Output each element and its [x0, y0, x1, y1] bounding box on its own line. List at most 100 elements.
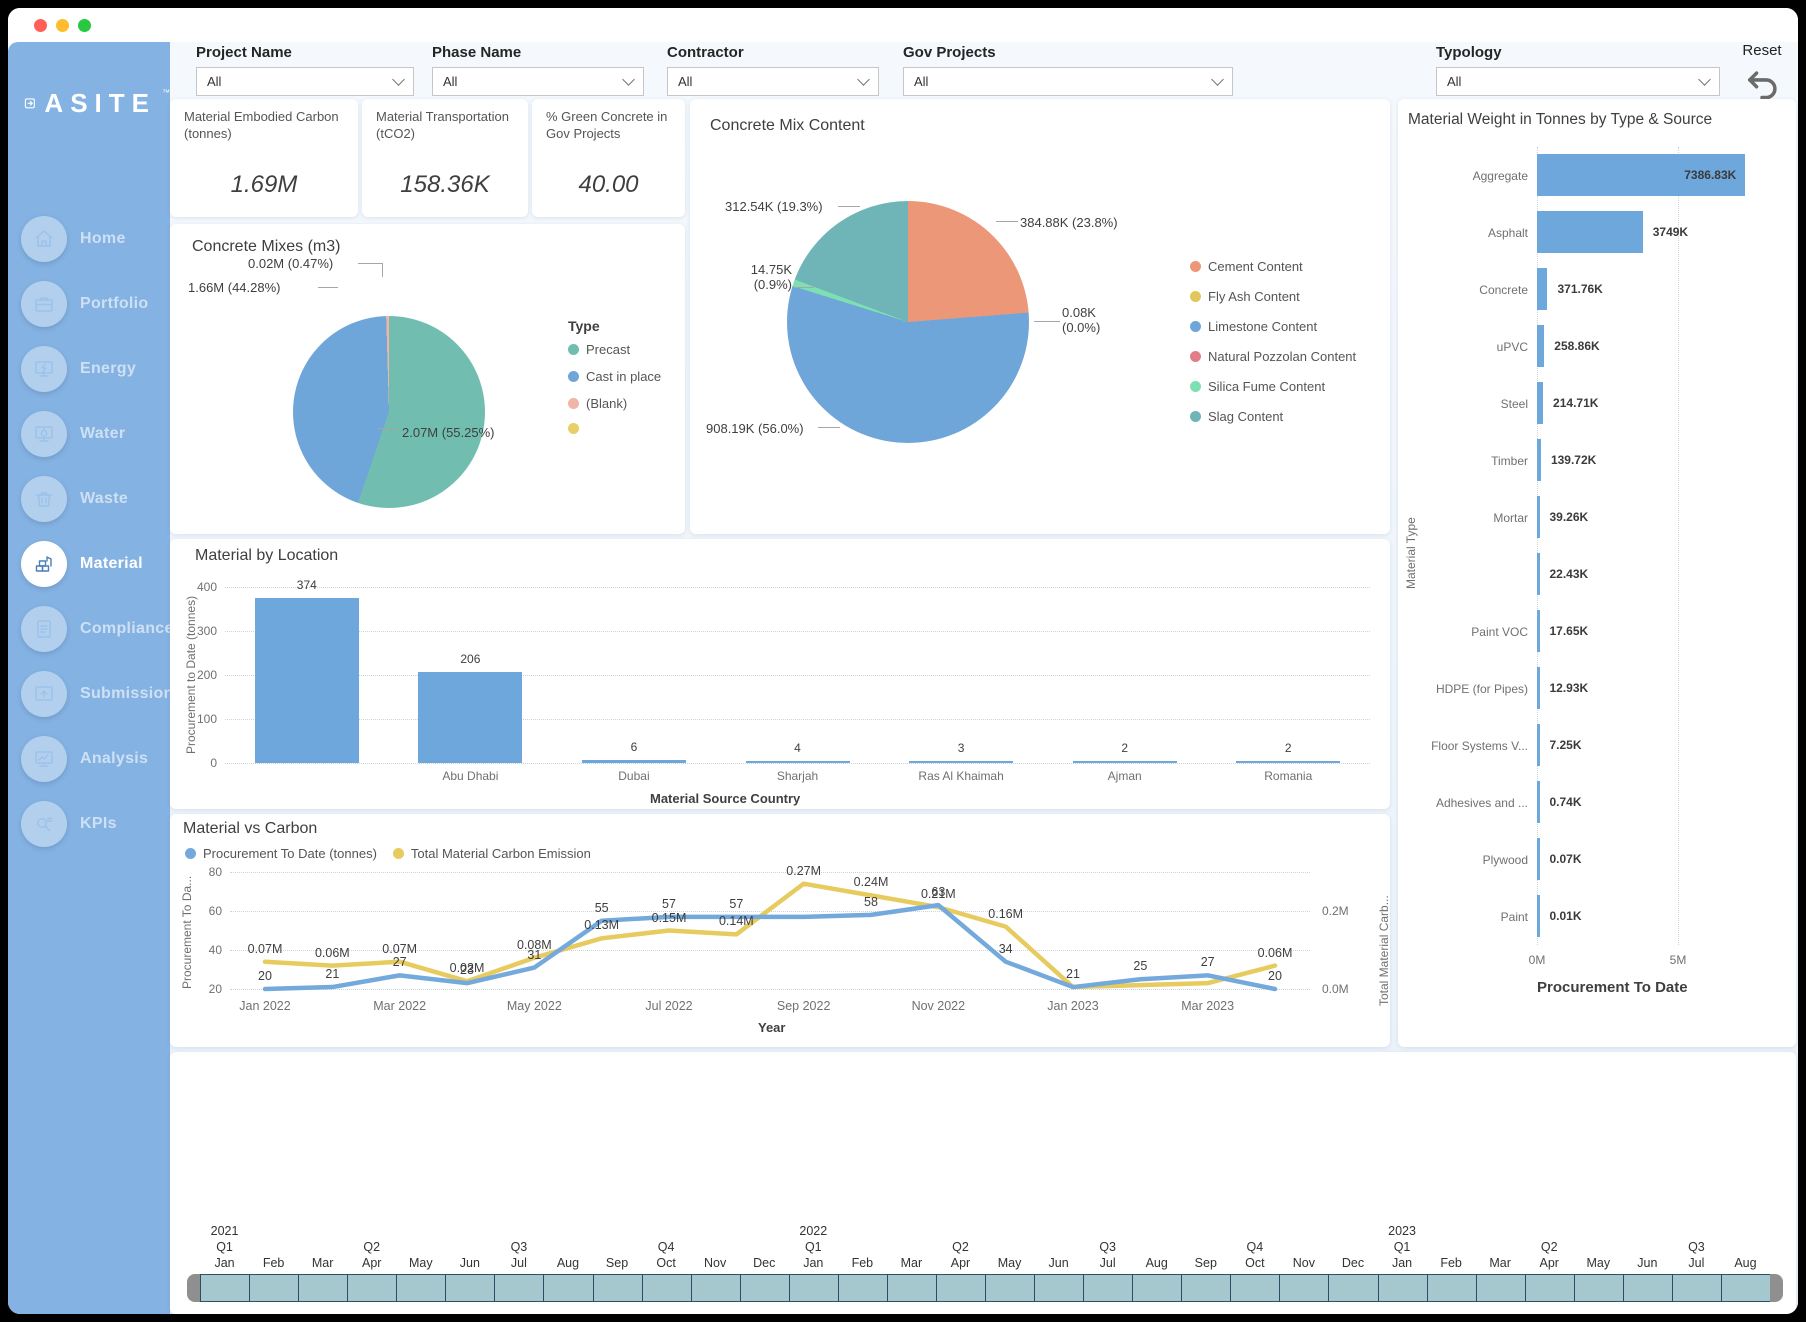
timeline-month-cell[interactable] — [1720, 1274, 1771, 1302]
timeline-month-cell[interactable] — [1475, 1274, 1526, 1302]
bar[interactable] — [909, 760, 1014, 763]
timeline-month-cell[interactable] — [396, 1274, 447, 1302]
bar[interactable] — [1537, 325, 1545, 367]
bar[interactable] — [1537, 667, 1540, 709]
sidebar-item-water[interactable]: Water — [8, 411, 170, 457]
timeline-month: Q2 Apr — [935, 1224, 986, 1302]
timeline-month-cell[interactable] — [200, 1274, 251, 1302]
bar[interactable] — [418, 672, 523, 763]
sidebar-item-material[interactable]: Material — [8, 541, 170, 587]
timeline-month-cell[interactable] — [494, 1274, 545, 1302]
typology-dropdown[interactable]: All — [1436, 67, 1720, 96]
timeline-month-cell[interactable] — [1377, 1274, 1428, 1302]
sidebar-item-home[interactable]: Home — [8, 216, 170, 262]
timeline-month-cell[interactable] — [298, 1274, 349, 1302]
timeline-quarter-label — [298, 1240, 347, 1256]
timeline-month-cell[interactable] — [1181, 1274, 1232, 1302]
timeline-month-cell[interactable] — [837, 1274, 888, 1302]
sidebar-item-compliance[interactable]: Compliance — [8, 606, 173, 652]
gov-projects-dropdown[interactable]: All — [903, 67, 1233, 96]
timeline-month-cell[interactable] — [886, 1274, 937, 1302]
legend-item[interactable]: Silica Fume Content — [1190, 379, 1356, 394]
y-axis-tick: 80 — [208, 865, 222, 879]
project-name-dropdown[interactable]: All — [196, 67, 414, 96]
timeline-year-label: 2023 — [1388, 1224, 1416, 1238]
timeline-month-cell[interactable] — [935, 1274, 986, 1302]
bar[interactable] — [1236, 760, 1341, 763]
timeline-month-cell[interactable] — [641, 1274, 692, 1302]
bar[interactable] — [1537, 382, 1544, 424]
legend-item[interactable]: Cement Content — [1190, 259, 1356, 274]
gridline — [230, 989, 1310, 990]
timeline-month-cell[interactable] — [1573, 1274, 1624, 1302]
contractor-dropdown[interactable]: All — [667, 67, 879, 96]
timeline-month-label: Feb — [851, 1256, 874, 1270]
timeline-month-cell[interactable] — [739, 1274, 790, 1302]
timeline-month-cell[interactable] — [1426, 1274, 1477, 1302]
legend-item[interactable]: Slag Content — [1190, 409, 1356, 424]
timeline-month-cell[interactable] — [1671, 1274, 1722, 1302]
bar[interactable] — [1537, 838, 1540, 880]
timeline-month-cell[interactable] — [1622, 1274, 1673, 1302]
legend-item[interactable]: Fly Ash Content — [1190, 289, 1356, 304]
timeline-end-handle[interactable] — [1770, 1274, 1783, 1302]
timeline-month-cell[interactable] — [1132, 1274, 1183, 1302]
bar-group: 374 — [225, 578, 389, 763]
timeline-month-cell[interactable] — [788, 1274, 839, 1302]
sidebar-item-analysis[interactable]: Analysis — [8, 736, 170, 782]
undo-reset-icon[interactable] — [1743, 65, 1781, 103]
timeline-month-cell[interactable] — [249, 1274, 300, 1302]
timeline-month-cell[interactable] — [690, 1274, 741, 1302]
timeline-start-handle[interactable] — [187, 1274, 200, 1302]
bar[interactable] — [1537, 211, 1643, 253]
legend-item[interactable] — [568, 423, 661, 434]
bar[interactable] — [254, 598, 359, 763]
sidebar-item-energy[interactable]: Energy — [8, 346, 170, 392]
timeline-month-cell[interactable] — [1328, 1274, 1379, 1302]
legend-item[interactable]: Natural Pozzolan Content — [1190, 349, 1356, 364]
procurement-line[interactable] — [262, 902, 1278, 992]
bar[interactable] — [1537, 610, 1540, 652]
phase-name-dropdown[interactable]: All — [432, 67, 644, 96]
concrete-mix-content-pie[interactable] — [787, 201, 1029, 443]
timeline-month-cell[interactable] — [1230, 1274, 1281, 1302]
legend-dot — [1190, 351, 1201, 362]
timeline-month-cell[interactable] — [1279, 1274, 1330, 1302]
sidebar-item-waste[interactable]: Waste — [8, 476, 170, 522]
bar[interactable] — [1537, 439, 1541, 481]
portfolio-icon — [21, 281, 67, 327]
timeline-month-cell[interactable] — [1034, 1274, 1085, 1302]
sidebar-item-portfolio[interactable]: Portfolio — [8, 281, 170, 327]
concrete-mixes-pie[interactable] — [293, 316, 485, 508]
timeline-month-cell[interactable] — [1524, 1274, 1575, 1302]
timeline-month-cell[interactable] — [445, 1274, 496, 1302]
bar[interactable] — [1537, 724, 1540, 766]
legend-item[interactable]: Procurement To Date (tonnes) — [185, 846, 377, 861]
carbon-emission-line[interactable] — [262, 881, 1278, 990]
timeline-month-cell[interactable] — [543, 1274, 594, 1302]
close-window-button[interactable] — [34, 18, 47, 32]
legend-item[interactable]: Total Material Carbon Emission — [392, 846, 591, 861]
legend-item[interactable]: Precast — [568, 342, 661, 357]
bar[interactable] — [1537, 781, 1540, 823]
bar[interactable] — [745, 760, 850, 763]
timeline-month-cell[interactable] — [1083, 1274, 1134, 1302]
minimize-window-button[interactable] — [56, 18, 69, 32]
legend-item[interactable]: Cast in place — [568, 369, 661, 384]
legend-item[interactable]: Limestone Content — [1190, 319, 1356, 334]
bar[interactable] — [1072, 760, 1177, 763]
bar[interactable] — [1537, 154, 1746, 196]
bar[interactable] — [1537, 496, 1540, 538]
bar[interactable] — [581, 760, 686, 763]
bar[interactable] — [1537, 553, 1540, 595]
timeline-month-cell[interactable] — [985, 1274, 1036, 1302]
timeline-month-cell[interactable] — [347, 1274, 398, 1302]
sidebar-item-kpis[interactable]: KPIs — [8, 801, 170, 847]
legend-item[interactable]: (Blank) — [568, 396, 661, 411]
bar[interactable] — [1537, 268, 1548, 310]
bar[interactable] — [1537, 895, 1540, 937]
zoom-window-button[interactable] — [78, 18, 91, 32]
sidebar-item-submissions[interactable]: Submissions — [8, 671, 183, 717]
timeline-quarter-label — [691, 1240, 740, 1256]
timeline-month-cell[interactable] — [592, 1274, 643, 1302]
